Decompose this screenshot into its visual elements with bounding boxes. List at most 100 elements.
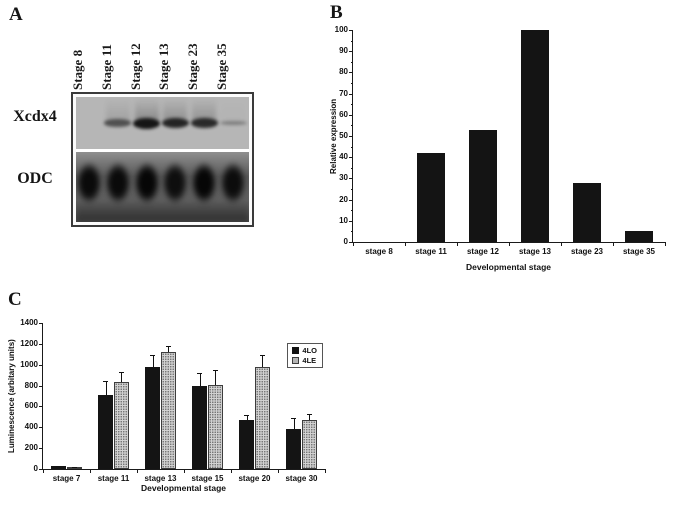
x-tick-mark [457, 242, 458, 246]
bar [239, 419, 255, 469]
x-category-label: stage 23 [570, 247, 604, 256]
error-bar [152, 355, 154, 367]
y-tick-mark [39, 323, 43, 324]
x-category-label: stage 7 [52, 474, 81, 483]
y-tick-mark [349, 199, 353, 201]
xcdx4-smear [105, 98, 130, 122]
odc-label: ODC [17, 170, 53, 187]
x-category-label: stage 13 [144, 474, 177, 483]
y-tick-mark [349, 114, 353, 116]
legend-item: 4LO [292, 347, 317, 355]
x-category-label: stage 20 [238, 474, 271, 483]
gel-separator [76, 149, 249, 152]
x-category-label: stage 12 [466, 247, 500, 256]
y-tick-label: 400 [24, 422, 38, 432]
x-tick-mark [325, 469, 326, 473]
y-tick-mark [349, 93, 353, 95]
error-bar [262, 354, 264, 368]
gel-odc-row [76, 152, 249, 222]
error-bar-cap [197, 373, 203, 375]
panel-c-y-axis-title: Luminescence (arbitary units) [7, 339, 16, 454]
x-tick-mark [43, 469, 44, 473]
y-tick-mark [39, 343, 43, 345]
x-tick-mark [353, 242, 354, 246]
xcdx4-band [161, 118, 189, 128]
bar [254, 367, 270, 469]
x-category-label: stage 30 [285, 474, 318, 483]
x-tick-mark [278, 469, 279, 473]
error-bar-cap [71, 466, 77, 468]
y-tick-mark [349, 51, 353, 53]
error-bar-cap [118, 372, 124, 373]
bar [207, 385, 223, 469]
bar [520, 30, 550, 242]
error-bar [105, 381, 107, 395]
panel-a: A Stage 8 Stage 11 Stage 12 Stage 13 Stage 2… [0, 0, 330, 260]
error-bar [168, 345, 170, 353]
y-tick-label: 40 [339, 152, 348, 162]
lane-label: Stage 35 [214, 43, 230, 90]
x-category-label: stage 11 [415, 247, 447, 256]
odc-band [189, 159, 220, 207]
y-tick-mark [349, 136, 353, 137]
bar [66, 467, 82, 470]
error-bar [199, 373, 201, 386]
y-tick-mark [39, 448, 43, 450]
y-tick-mark [39, 469, 43, 470]
y-tick-label: 10 [339, 215, 348, 225]
xcdx4-band [190, 118, 218, 128]
y-minor-tick-mark [351, 146, 353, 148]
x-tick-mark [613, 242, 614, 246]
y-tick-label: 90 [339, 46, 348, 56]
y-tick-label: 200 [24, 443, 38, 453]
legend-item: 4LE [292, 355, 317, 365]
xcdx4-label: Xcdx4 [13, 108, 57, 125]
x-tick-mark [231, 469, 232, 473]
xcdx4-smear [163, 98, 188, 122]
xcdx4-band [133, 117, 161, 129]
x-category-label: stage 15 [191, 474, 224, 483]
panel-c-x-axis-title: Developmental stage [140, 483, 227, 493]
gel-xcdx4-row [76, 97, 249, 149]
x-tick-mark [137, 469, 138, 473]
error-bar [121, 372, 123, 383]
y-minor-tick-mark [351, 210, 353, 212]
legend-swatch-4LO [292, 347, 300, 355]
odc-band [102, 159, 133, 207]
x-tick-mark [509, 242, 510, 246]
x-tick-mark [405, 242, 406, 246]
bar [468, 129, 498, 242]
error-bar-cap [244, 415, 250, 417]
error-bar-cap [291, 417, 297, 419]
panel-c: C Luminescence (arbitary units) 4LO 4LE 0… [7, 290, 343, 512]
error-bar-cap [56, 465, 62, 467]
y-tick-label: 0 [343, 237, 348, 246]
y-minor-tick-mark [351, 61, 353, 63]
y-tick-label: 1200 [20, 338, 38, 348]
error-bar [215, 369, 217, 386]
odc-band [131, 159, 162, 207]
panel-c-plot: 4LO 4LE 0 200 400 600 800 1000 1200 1400 stage 7 s… [20, 319, 326, 483]
y-minor-tick-mark [351, 189, 353, 190]
xcdx4-band [104, 119, 132, 127]
xcdx4-smear [221, 98, 245, 122]
x-category-label: stage 11 [97, 474, 130, 483]
legend-label: 4LO [302, 346, 317, 355]
y-minor-tick-mark [351, 104, 353, 106]
error-bar [246, 415, 248, 420]
error-bar-cap [212, 369, 218, 371]
lane-label: Stage 8 [69, 49, 85, 90]
bar [98, 394, 114, 469]
bar [416, 152, 446, 242]
y-tick-label: 50 [339, 131, 348, 140]
y-tick-mark [349, 242, 353, 243]
y-tick-label: 60 [339, 109, 348, 119]
odc-band [76, 159, 104, 207]
y-tick-mark [39, 385, 43, 387]
error-bar-cap [103, 381, 109, 383]
panel-b-x-axis-title: Developmental stage [465, 262, 552, 272]
bar [145, 366, 161, 469]
legend-label: 4LE [302, 355, 317, 365]
panel-b-label: B [330, 2, 343, 23]
